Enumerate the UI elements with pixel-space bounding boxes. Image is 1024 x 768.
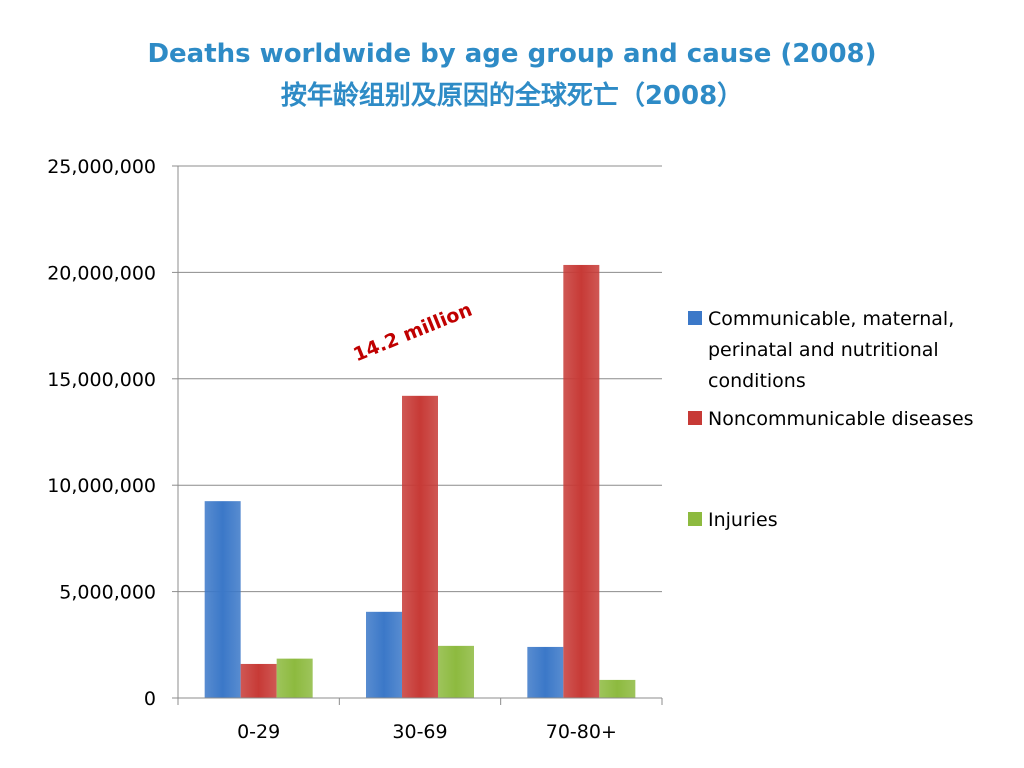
bar-series-2 [240,663,277,698]
x-tick-label: 0-29 [237,721,280,743]
y-tick-label: 15,000,000 [47,369,156,391]
legend-label: Communicable, maternal, [708,308,954,330]
y-axis-ticks: 0 5,000,000 10,000,000 15,000,000 20,000,000… [47,156,178,710]
x-tick-label: 70-80+ [546,721,617,743]
annotation-label: 14.2 million [350,299,475,367]
bar-series-2 [402,395,438,698]
y-tick-label: 5,000,000 [59,582,156,604]
bar-series-1 [527,646,564,698]
bar-series-3 [599,679,636,698]
legend-swatch-1 [688,311,702,325]
legend-label: conditions [708,370,806,392]
chart-title: Deaths worldwide by age group and cause … [147,39,876,69]
legend-swatch-2 [688,411,702,425]
x-axis-ticks: 0-29 30-69 70-80+ [177,698,663,743]
axes [177,166,662,699]
bar-series-1 [204,501,241,698]
y-tick-label: 25,000,000 [47,156,156,178]
legend-label: Injuries [708,509,778,531]
chart-subtitle: 按年龄组别及原因的全球死亡（2008） [281,80,743,111]
y-tick-label: 10,000,000 [47,475,156,497]
bar-series-2 [563,264,600,698]
y-tick-label: 0 [144,688,156,710]
legend-swatch-3 [688,512,702,526]
bar-series-3 [438,645,474,698]
bar-series-1 [366,611,402,698]
legend-label: perinatal and nutritional [708,339,939,361]
bars [204,264,636,698]
x-tick-label: 30-69 [392,721,447,743]
bar-series-3 [276,658,313,698]
legend: Communicable, maternal, perinatal and nut… [688,308,974,531]
y-tick-label: 20,000,000 [47,262,156,284]
legend-label: Noncommunicable diseases [708,408,974,430]
